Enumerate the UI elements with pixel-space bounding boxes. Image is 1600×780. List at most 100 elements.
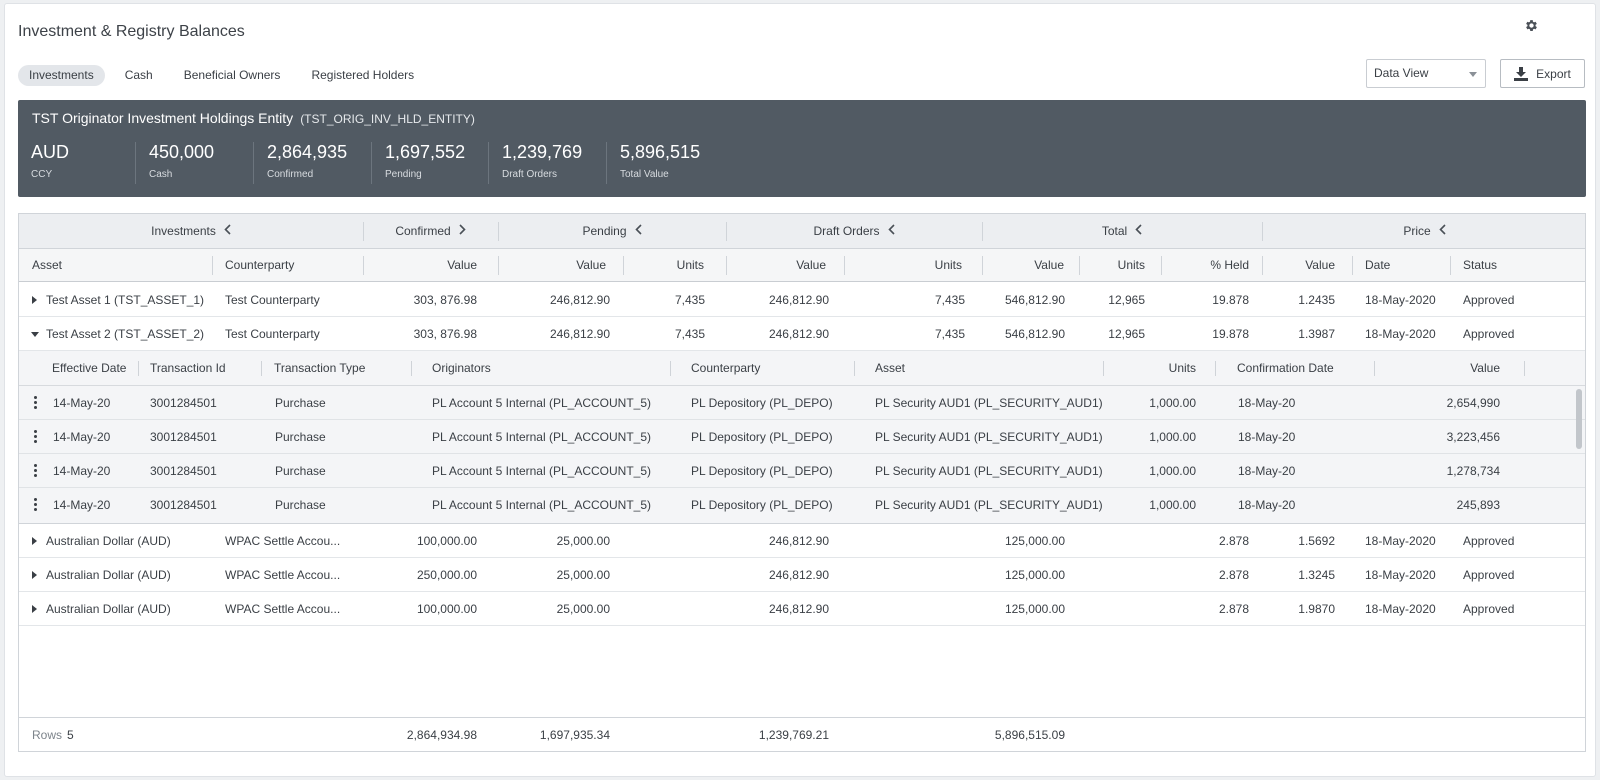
col-header-detail-asset[interactable]: Asset bbox=[875, 361, 906, 375]
expand-caret-icon[interactable] bbox=[32, 537, 37, 545]
detail-scrollbar[interactable] bbox=[1576, 389, 1582, 449]
cell-total-value: 546,812.90 bbox=[1004, 327, 1065, 341]
row-menu-icon[interactable] bbox=[34, 396, 38, 410]
cell-effective-date: 14-May-20 bbox=[53, 464, 111, 478]
entity-summary-banner: TST Originator Investment Holdings Entit… bbox=[18, 100, 1586, 197]
cell-date: 18-May-2020 bbox=[1365, 327, 1436, 341]
table-row[interactable]: Test Asset 1 (TST_ASSET_1) Test Counterp… bbox=[19, 283, 1585, 317]
row-menu-icon[interactable] bbox=[34, 498, 38, 512]
col-header-draft-units[interactable]: Units bbox=[934, 258, 962, 272]
tab-beneficial-owners[interactable]: Beneficial Owners bbox=[183, 68, 281, 82]
col-header-total-value[interactable]: Value bbox=[1034, 258, 1064, 272]
col-header-pending-value[interactable]: Value bbox=[576, 258, 606, 272]
balances-panel: Investment & Registry Balances Investmen… bbox=[4, 3, 1596, 777]
collapse-caret-icon[interactable] bbox=[31, 332, 39, 337]
cell-pending-value: 25,000.00 bbox=[556, 534, 610, 548]
footer-draft-total: 1,239,769.21 bbox=[758, 728, 829, 742]
group-header-investments[interactable]: Investments bbox=[19, 214, 363, 249]
col-header-confirmed-value[interactable]: Value bbox=[447, 258, 477, 272]
detail-row[interactable]: 14-May-20 3001284501 Purchase PL Account… bbox=[19, 454, 1585, 488]
row-menu-icon[interactable] bbox=[34, 430, 38, 444]
col-header-transaction-id[interactable]: Transaction Id bbox=[150, 361, 226, 375]
cell-status: Approved bbox=[1463, 293, 1515, 307]
group-label: Total bbox=[1101, 224, 1128, 238]
group-header-row: Investments Confirmed Pending Draft Orde… bbox=[19, 214, 1585, 249]
cell-pct-held: 19.878 bbox=[1212, 293, 1249, 307]
cell-total-value: 125,000.00 bbox=[1004, 568, 1065, 582]
row-menu-icon[interactable] bbox=[34, 464, 38, 478]
col-header-confirmation-date[interactable]: Confirmation Date bbox=[1237, 361, 1334, 375]
col-header-status[interactable]: Status bbox=[1463, 258, 1498, 272]
group-header-price[interactable]: Price bbox=[1262, 214, 1585, 249]
cell-price-value: 1.2435 bbox=[1298, 293, 1335, 307]
stat-value: 1,697,552 bbox=[385, 142, 466, 162]
col-header-total-units[interactable]: Units bbox=[1117, 258, 1145, 272]
detail-row[interactable]: 14-May-20 3001284501 Purchase PL Account… bbox=[19, 420, 1585, 454]
detail-header-row: Effective Date Transaction Id Transactio… bbox=[19, 351, 1585, 386]
col-header-asset[interactable]: Asset bbox=[32, 258, 63, 272]
stat-label: Pending bbox=[385, 169, 422, 180]
cell-counterparty: WPAC Settle Accou... bbox=[225, 602, 341, 616]
col-header-detail-value[interactable]: Value bbox=[1470, 361, 1500, 375]
cell-pending-value: 246,812.90 bbox=[549, 293, 610, 307]
table-row[interactable]: Australian Dollar (AUD) WPAC Settle Acco… bbox=[19, 592, 1585, 626]
detail-row[interactable]: 14-May-20 3001284501 Purchase PL Account… bbox=[19, 386, 1585, 420]
cell-transaction-id: 3001284501 bbox=[150, 396, 217, 410]
cell-counterparty: Test Counterparty bbox=[225, 293, 320, 307]
chevron-left-icon bbox=[1439, 214, 1446, 249]
col-header-detail-units[interactable]: Units bbox=[1168, 361, 1196, 375]
col-header-price-value[interactable]: Value bbox=[1305, 258, 1335, 272]
cell-pct-held: 2.878 bbox=[1218, 568, 1249, 582]
cell-transaction-id: 3001284501 bbox=[150, 464, 217, 478]
cell-originators: PL Account 5 Internal (PL_ACCOUNT_5) bbox=[432, 396, 651, 410]
col-header-pending-units[interactable]: Units bbox=[676, 258, 704, 272]
group-header-draft-orders[interactable]: Draft Orders bbox=[726, 214, 982, 249]
tab-registered-holders[interactable]: Registered Holders bbox=[311, 68, 415, 82]
detail-row[interactable]: 14-May-20 3001284501 Purchase PL Account… bbox=[19, 488, 1585, 522]
col-header-effective-date[interactable]: Effective Date bbox=[52, 361, 127, 375]
group-header-total[interactable]: Total bbox=[982, 214, 1262, 249]
cell-detail-value: 2,654,990 bbox=[1446, 396, 1500, 410]
stat-draft-orders: 1,239,769 Draft Orders bbox=[488, 142, 608, 184]
group-header-confirmed[interactable]: Confirmed bbox=[363, 214, 498, 249]
expand-caret-icon[interactable] bbox=[32, 296, 37, 304]
cell-counterparty: Test Counterparty bbox=[225, 327, 320, 341]
cell-date: 18-May-2020 bbox=[1365, 568, 1436, 582]
col-header-date[interactable]: Date bbox=[1365, 258, 1391, 272]
tab-investments[interactable]: Investments bbox=[18, 65, 105, 86]
table-row[interactable]: Australian Dollar (AUD) WPAC Settle Acco… bbox=[19, 558, 1585, 592]
tab-cash[interactable]: Cash bbox=[124, 68, 153, 82]
settings-button[interactable] bbox=[1520, 14, 1542, 36]
cell-detail-asset: PL Security AUD1 (PL_SECURITY_AUD1) bbox=[875, 396, 1103, 410]
col-header-counterparty[interactable]: Counterparty bbox=[225, 258, 295, 272]
cell-pct-held: 19.878 bbox=[1212, 327, 1249, 341]
group-header-pending[interactable]: Pending bbox=[498, 214, 726, 249]
table-row[interactable]: Australian Dollar (AUD) WPAC Settle Acco… bbox=[19, 524, 1585, 558]
expand-caret-icon[interactable] bbox=[32, 605, 37, 613]
col-header-draft-value[interactable]: Value bbox=[796, 258, 826, 272]
stat-total-value: 5,896,515 Total Value bbox=[606, 142, 726, 184]
col-header-originators[interactable]: Originators bbox=[432, 361, 491, 375]
rows-count: 5 bbox=[67, 728, 74, 742]
cell-status: Approved bbox=[1463, 568, 1515, 582]
entity-code: (TST_ORIG_INV_HLD_ENTITY) bbox=[300, 112, 475, 126]
expand-caret-icon[interactable] bbox=[32, 571, 37, 579]
col-header-pct-held[interactable]: % Held bbox=[1210, 258, 1249, 272]
export-button[interactable]: Export bbox=[1500, 59, 1585, 88]
col-header-detail-counterparty[interactable]: Counterparty bbox=[691, 361, 761, 375]
group-label: Investments bbox=[151, 224, 216, 238]
transaction-detail-grid: Effective Date Transaction Id Transactio… bbox=[19, 351, 1585, 524]
footer-pending-total: 1,697,935.34 bbox=[539, 728, 610, 742]
stat-label: Draft Orders bbox=[502, 169, 558, 180]
chevron-left-icon bbox=[887, 214, 895, 249]
cell-effective-date: 14-May-20 bbox=[53, 498, 111, 512]
table-row[interactable]: Test Asset 2 (TST_ASSET_2) Test Counterp… bbox=[19, 317, 1585, 351]
footer-total-value: 5,896,515.09 bbox=[994, 728, 1065, 742]
col-header-transaction-type[interactable]: Transaction Type bbox=[274, 361, 366, 375]
cell-confirmed-value: 100,000.00 bbox=[416, 534, 477, 548]
cell-asset: Australian Dollar (AUD) bbox=[46, 534, 171, 548]
view-select[interactable]: Data View bbox=[1366, 59, 1486, 88]
cell-date: 18-May-2020 bbox=[1365, 602, 1436, 616]
footer-confirmed-total: 2,864,934.98 bbox=[406, 728, 477, 742]
cell-originators: PL Account 5 Internal (PL_ACCOUNT_5) bbox=[432, 430, 651, 444]
